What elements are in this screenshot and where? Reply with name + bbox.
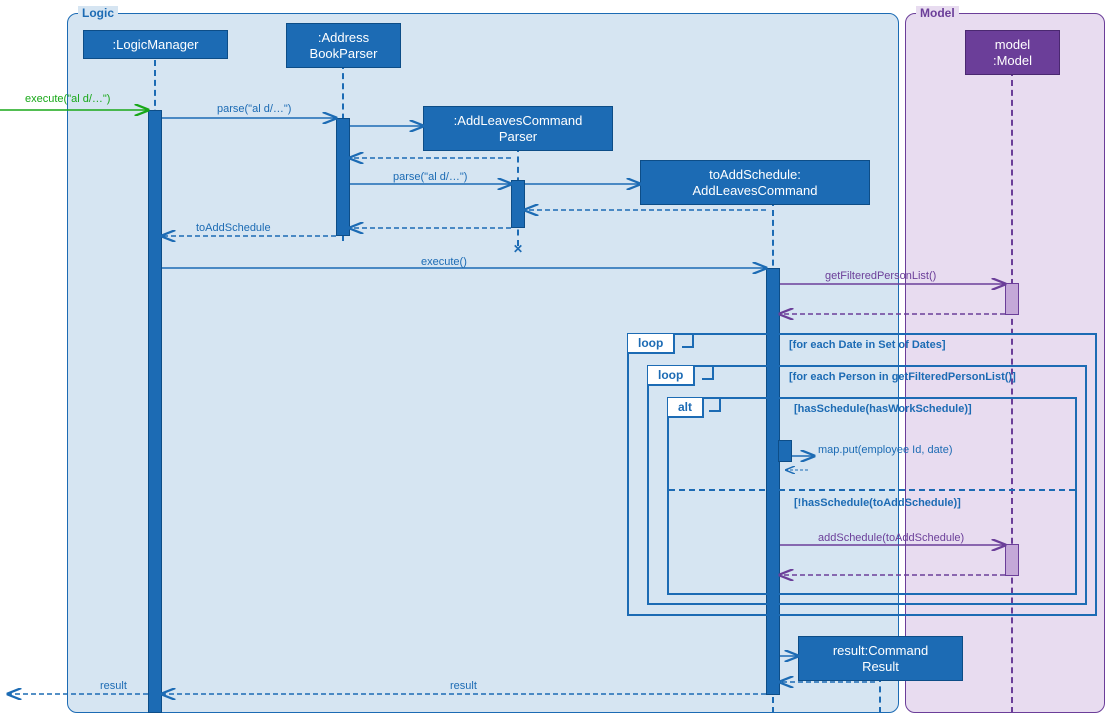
activation-addleavescommandparser [511, 180, 525, 228]
frame-alt-cond2: [!hasSchedule(toAddSchedule)] [794, 497, 961, 509]
commandresult-line2: Result [862, 659, 899, 674]
msg-addschedule: addSchedule(toAddSchedule) [818, 532, 964, 544]
participant-commandresult: result:Command Result [798, 636, 963, 681]
logic-label: Logic [78, 6, 118, 20]
frame-alt: alt [hasSchedule(hasWorkSchedule)] [!has… [667, 397, 1077, 595]
participant-addleavescommandparser: :AddLeavesCommand Parser [423, 106, 613, 151]
participant-addressbookparser: :Address BookParser [286, 23, 401, 68]
model-label: Model [916, 6, 959, 20]
msg-getfiltered: getFilteredPersonList() [825, 270, 936, 282]
msg-parse2: parse("al d/…") [393, 171, 467, 183]
model-line2: :Model [993, 53, 1032, 68]
addleavescommandparser-line2: Parser [499, 129, 537, 144]
addleavescommand-line2: AddLeavesCommand [692, 183, 817, 198]
activation-addressbookparser [336, 118, 350, 236]
addleavescommandparser-line1: :AddLeavesCommand [454, 113, 583, 128]
msg-execute: execute() [421, 256, 467, 268]
msg-mapput: map.put(employee Id, date) [818, 444, 953, 456]
lifeline-commandresult [879, 676, 881, 713]
msg-result2: result [100, 680, 127, 692]
addressbookparser-line2: BookParser [310, 46, 378, 61]
destroy-x-icon: ✕ [513, 242, 523, 256]
activation-logicmanager [148, 110, 162, 713]
participant-logicmanager: :LogicManager [83, 30, 228, 59]
frame-loop-outer-cond: [for each Date in Set of Dates] [789, 339, 945, 351]
msg-toaddschedule: toAddSchedule [196, 222, 271, 234]
msg-result1: result [450, 680, 477, 692]
frame-loop-outer-label: loop [628, 334, 675, 354]
participant-addleavescommand: toAddSchedule: AddLeavesCommand [640, 160, 870, 205]
participant-model: model :Model [965, 30, 1060, 75]
frame-alt-label: alt [668, 398, 704, 418]
frame-alt-cond1: [hasSchedule(hasWorkSchedule)] [794, 403, 972, 415]
msg-execute-in: execute("al d/…") [25, 93, 110, 105]
frame-loop-inner-cond: [for each Person in getFilteredPersonLis… [789, 371, 1016, 383]
addleavescommand-line1: toAddSchedule: [709, 167, 801, 182]
model-line1: model [995, 37, 1030, 52]
frame-loop-inner-label: loop [648, 366, 695, 386]
activation-model-1 [1005, 283, 1019, 315]
commandresult-line1: result:Command [833, 643, 928, 658]
msg-parse1: parse("al d/…") [217, 103, 291, 115]
addressbookparser-line1: :Address [318, 30, 369, 45]
